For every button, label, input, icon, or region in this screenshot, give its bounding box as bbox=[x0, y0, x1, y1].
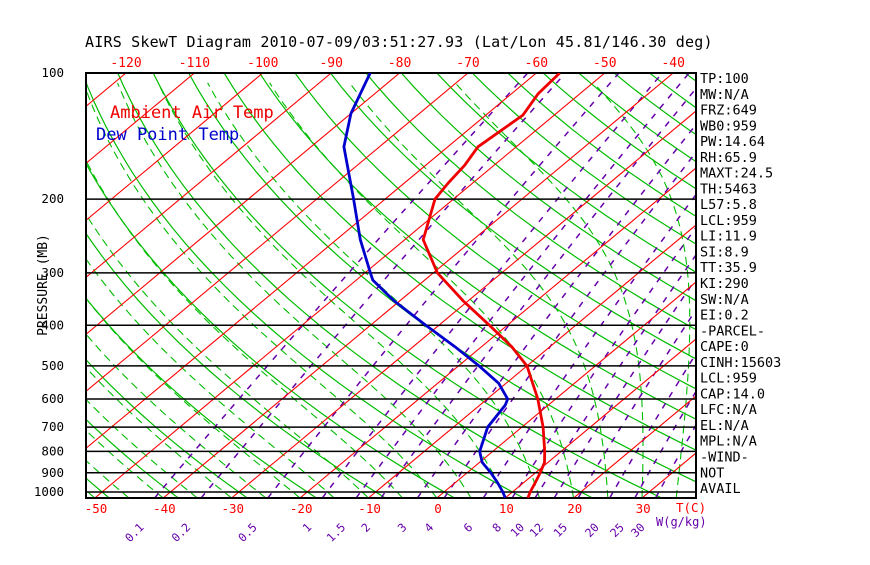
mixing-ratio-tick-label: 4 bbox=[421, 520, 436, 535]
bottom-temp-tick-label: 10 bbox=[499, 501, 514, 516]
mixing-ratio-tick-label: 0.1 bbox=[122, 520, 147, 545]
top-temp-tick-label: -100 bbox=[247, 56, 278, 71]
dry-adiabat bbox=[366, 73, 870, 498]
stat-line: TH:5463 bbox=[700, 181, 757, 197]
mixing-ratio-line bbox=[512, 73, 811, 498]
stat-line: -PARCEL- bbox=[700, 323, 765, 339]
stat-line: MW:N/A bbox=[700, 87, 749, 103]
stat-line: CAP:14.0 bbox=[700, 386, 765, 402]
top-temp-tick-label: -70 bbox=[456, 56, 479, 71]
dry-adiabat bbox=[331, 73, 870, 498]
moist-adiabat bbox=[118, 83, 472, 498]
stat-line: LCL:959 bbox=[700, 371, 757, 387]
stat-line: RH:65.9 bbox=[700, 150, 757, 166]
bottom-temp-tick-label: 0 bbox=[434, 501, 442, 516]
stat-line: L57:5.8 bbox=[700, 197, 757, 213]
top-temp-tick-label: -120 bbox=[110, 56, 141, 71]
bottom-temp-tick-label: -50 bbox=[85, 501, 108, 516]
pressure-tick-label: 1000 bbox=[34, 484, 64, 499]
dry-adiabat bbox=[0, 73, 109, 498]
stat-line: NOT bbox=[700, 465, 724, 481]
stat-line: WB0:959 bbox=[700, 118, 757, 134]
legend-ambient-air-temp: Ambient Air Temp bbox=[110, 103, 274, 123]
mixing-ratio-tick-label: 10 bbox=[507, 520, 527, 540]
stat-line: LFC:N/A bbox=[700, 402, 757, 418]
mixing-ratio-tick-label: 6 bbox=[461, 520, 476, 535]
mixing-ratio-line bbox=[417, 73, 737, 498]
top-temp-tick-label: -90 bbox=[319, 56, 342, 71]
bottom-temp-tick-label: -10 bbox=[358, 501, 381, 516]
top-temp-tick-label: -60 bbox=[525, 56, 548, 71]
stat-line: TP:100 bbox=[700, 71, 749, 87]
moist-adiabat bbox=[0, 83, 197, 498]
isotherm bbox=[437, 73, 870, 498]
mixing-ratio-tick-label: 3 bbox=[395, 520, 410, 535]
mixing-ratio-tick-label: 1.5 bbox=[324, 520, 349, 545]
mixing-ratio-tick-label: 0.5 bbox=[235, 520, 260, 545]
mixing-ratio-tick-label: 15 bbox=[551, 520, 571, 540]
pressure-tick-label: 500 bbox=[41, 358, 64, 373]
mixing-ratio-line bbox=[535, 73, 829, 498]
bottom-temp-tick-label: -30 bbox=[222, 501, 245, 516]
moist-adiabat bbox=[208, 83, 540, 498]
mixing-ratio-tick-label: 25 bbox=[607, 520, 627, 540]
stat-line: KI:290 bbox=[700, 276, 749, 292]
pressure-tick-label: 800 bbox=[41, 443, 64, 458]
dry-adiabat bbox=[472, 73, 870, 498]
mixing-ratio-tick-label: 12 bbox=[527, 520, 547, 540]
stat-line: LCL:959 bbox=[700, 213, 757, 229]
dew-point-curve bbox=[344, 73, 508, 498]
pressure-tick-label: 600 bbox=[41, 391, 64, 406]
stat-line: CAPE:0 bbox=[700, 339, 749, 355]
moist-adiabat bbox=[594, 83, 690, 498]
dry-adiabat bbox=[0, 73, 40, 498]
stat-line: EI:0.2 bbox=[700, 308, 749, 324]
stat-line: TT:35.9 bbox=[700, 260, 757, 276]
mixing-ratio-line bbox=[201, 73, 565, 498]
isotherm bbox=[505, 73, 870, 498]
bottom-temp-tick-label: 30 bbox=[636, 501, 651, 516]
stat-line: LI:11.9 bbox=[700, 229, 757, 245]
mixing-ratio-tick-label: 8 bbox=[489, 520, 504, 535]
bottom-temp-tick-label: -40 bbox=[153, 501, 176, 516]
stat-line: AVAIL bbox=[700, 481, 741, 497]
moist-adiabat-lines bbox=[0, 83, 755, 498]
mixing-ratio-tick-label: 0.2 bbox=[169, 520, 194, 545]
pressure-tick-label: 700 bbox=[41, 419, 64, 434]
pressure-tick-label: 200 bbox=[41, 191, 64, 206]
dry-adiabat bbox=[437, 73, 870, 498]
stat-line: SI:8.9 bbox=[700, 244, 749, 260]
stat-line: SW:N/A bbox=[700, 292, 749, 308]
stat-line: MPL:N/A bbox=[700, 434, 757, 450]
stat-line: -WIND- bbox=[700, 449, 749, 465]
temp-axis-unit-label: T(C) bbox=[676, 500, 706, 515]
mixing-ratio-tick-label: 20 bbox=[582, 520, 602, 540]
pressure-axis-label: PRESSURE (MB) bbox=[36, 234, 51, 336]
pressure-tick-label: 100 bbox=[41, 65, 64, 80]
stat-line: FRZ:649 bbox=[700, 103, 757, 119]
top-temp-tick-label: -40 bbox=[661, 56, 684, 71]
mixing-ratio-tick-label: 1 bbox=[300, 520, 315, 535]
mixing-ratio-tick-label: 2 bbox=[358, 520, 373, 535]
legend-dew-point-temp: Dew Point Temp bbox=[96, 125, 239, 145]
top-temp-tick-label: -80 bbox=[388, 56, 411, 71]
top-temp-tick-label: -50 bbox=[593, 56, 616, 71]
bottom-temp-tick-label: -20 bbox=[290, 501, 313, 516]
stat-line: EL:N/A bbox=[700, 418, 749, 434]
mixing-ratio-tick-label: 30 bbox=[628, 520, 648, 540]
bottom-temp-tick-label: 20 bbox=[567, 501, 582, 516]
mixing-ratio-line bbox=[356, 73, 689, 498]
page-title: AIRS SkewT Diagram 2010-07-09/03:51:27.9… bbox=[85, 33, 713, 51]
stat-line: PW:14.64 bbox=[700, 134, 765, 150]
stat-line: MAXT:24.5 bbox=[700, 166, 773, 182]
stats-column: TP:100MW:N/AFRZ:649WB0:959PW:14.64RH:65.… bbox=[700, 71, 781, 497]
mixing-ratio-line bbox=[268, 73, 619, 498]
top-temp-tick-label: -110 bbox=[179, 56, 210, 71]
mixing-axis-unit-label: W(g/kg) bbox=[656, 515, 707, 529]
stat-line: CINH:15603 bbox=[700, 355, 781, 371]
isotherm bbox=[163, 73, 673, 498]
pressure-tick-label: 900 bbox=[41, 465, 64, 480]
